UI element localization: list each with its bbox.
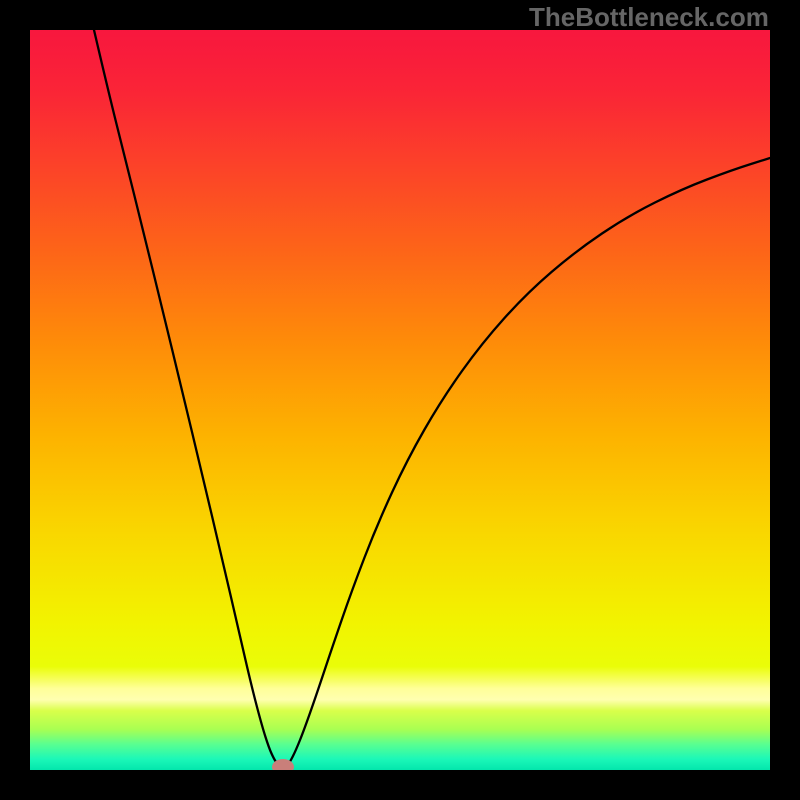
minimum-marker [272, 759, 294, 770]
plot-area [30, 30, 770, 770]
watermark-text: TheBottleneck.com [529, 2, 769, 33]
bottleneck-curve [30, 30, 770, 770]
